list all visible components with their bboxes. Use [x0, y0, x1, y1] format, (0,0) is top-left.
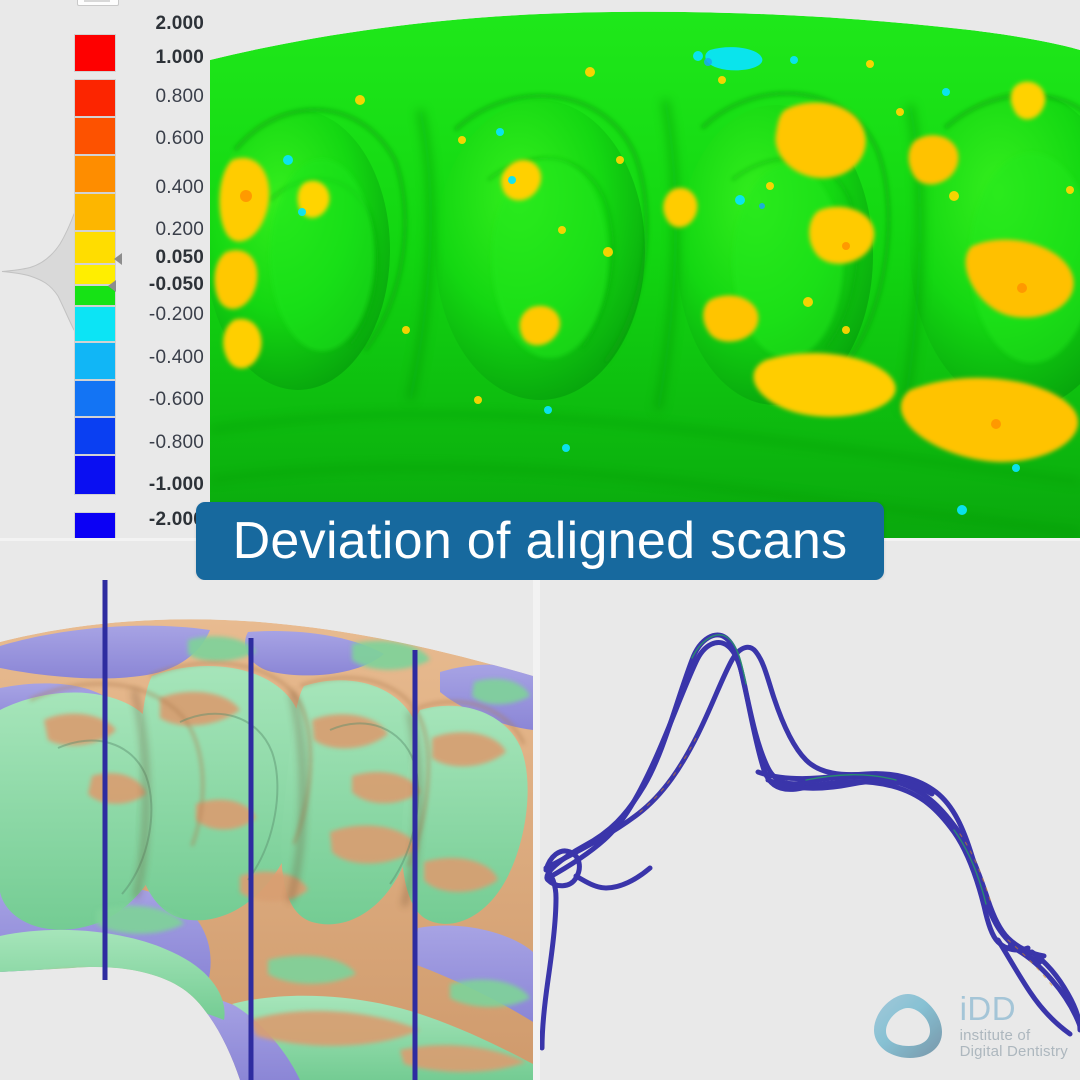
color-swatch-4[interactable]: [74, 193, 116, 231]
scale-value-input[interactable]: [77, 0, 119, 6]
idd-logo: iDD institute of Digital Dentistry: [866, 986, 1068, 1066]
scale-tick-4: 0.400: [155, 177, 204, 198]
scale-tick-8: -0.200: [148, 304, 204, 325]
color-swatch-1[interactable]: [74, 79, 116, 117]
banner-title: Deviation of aligned scans: [232, 512, 848, 570]
scale-tick-12: -1.000: [148, 474, 204, 495]
color-swatch-3[interactable]: [74, 155, 116, 193]
overlay-mesh-render: [0, 580, 533, 1080]
title-banner: Deviation of aligned scans: [196, 502, 884, 580]
scale-tick-2: 0.800: [155, 86, 204, 107]
color-swatch-9[interactable]: [74, 342, 116, 380]
color-swatch-12[interactable]: [74, 455, 116, 495]
deviation-color-scale: 2.000 1.000 0.800 0.600 0.400 0.200 0.050 -0.05…: [0, 0, 210, 540]
tolerance-marker-7[interactable]: [108, 280, 116, 292]
logo-sub-line1: institute of: [959, 1026, 1031, 1044]
tolerance-marker-6[interactable]: [114, 253, 122, 265]
scale-tick-7: -0.050: [148, 274, 204, 295]
idd-logo-text: iDD institute of Digital Dentistry: [959, 989, 1068, 1062]
scale-tick-13: -2.000: [148, 509, 204, 530]
scale-tick-3: 0.600: [155, 128, 204, 149]
logo-main-text: iDD: [959, 989, 1017, 1027]
scale-tick-11: -0.800: [148, 432, 204, 453]
deviation-map-3d[interactable]: [210, 0, 1080, 540]
color-swatch-11[interactable]: [74, 417, 116, 455]
color-swatch-8[interactable]: [74, 306, 116, 342]
logo-sub-line2: Digital Dentistry: [959, 1043, 1068, 1061]
scale-tick-9: -0.400: [148, 347, 204, 368]
color-swatch-5[interactable]: [74, 231, 116, 264]
color-swatch-2[interactable]: [74, 117, 116, 155]
color-swatch-0[interactable]: [74, 34, 116, 72]
deviation-histogram: [1, 212, 76, 332]
color-swatch-13[interactable]: [74, 512, 116, 540]
overlay-scan-view[interactable]: [0, 580, 533, 1080]
idd-logo-mark: [873, 994, 942, 1058]
deviation-heatmap-panel: 2.000 1.000 0.800 0.600 0.400 0.200 0.050 -0.05…: [0, 0, 1080, 540]
scale-tick-10: -0.600: [148, 389, 204, 410]
deviation-mesh-render: [210, 0, 1080, 540]
scale-tick-1: 1.000: [155, 47, 204, 68]
color-swatch-10[interactable]: [74, 380, 116, 417]
vertical-divider: [533, 580, 540, 1080]
profile-curves-render: [540, 580, 1080, 1080]
scale-tick-0: 2.000: [155, 13, 204, 34]
scale-tick-labels: 2.000 1.000 0.800 0.600 0.400 0.200 0.050 -0.05…: [108, 0, 210, 540]
cross-section-profiles[interactable]: iDD institute of Digital Dentistry: [540, 580, 1080, 1080]
color-swatch-7[interactable]: [74, 285, 116, 306]
scale-tick-5: 0.200: [155, 219, 204, 240]
scale-tick-6: 0.050: [155, 247, 204, 268]
color-swatch-6[interactable]: [74, 264, 116, 285]
